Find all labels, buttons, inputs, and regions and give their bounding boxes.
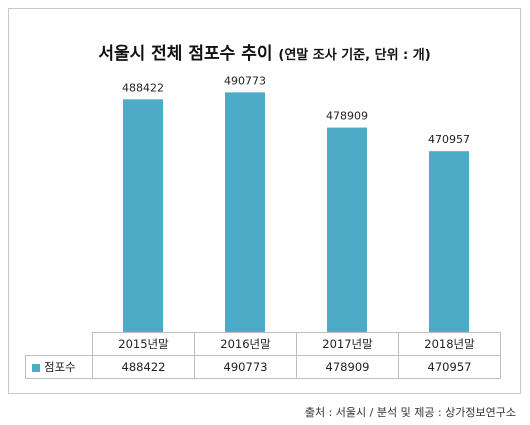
- table-header-cell: 2017년말: [296, 332, 399, 356]
- table-value-cell: 490773: [194, 355, 297, 379]
- bar-value-label: 488422: [122, 81, 164, 94]
- source-note: 출처 : 서울시 / 분석 및 제공 : 상가정보연구소: [304, 406, 516, 419]
- data-table-header-row: 2015년말 2016년말 2017년말 2018년말: [25, 332, 501, 356]
- table-corner-cell: [25, 332, 93, 356]
- bar-value-label: 478909: [326, 110, 368, 123]
- bar-chart-plot: 488422 490773 478909 470957: [122, 74, 470, 332]
- table-row-label: 점포수: [25, 355, 93, 379]
- data-table: 2015년말 2016년말 2017년말 2018년말 점포수 488422 4…: [25, 332, 501, 379]
- table-row-label-text: 점포수: [44, 360, 76, 374]
- chart-title-sub: (연말 조사 기준, 단위 : 개): [278, 48, 431, 63]
- chart-title-main: 서울시 전체 점포수 추이: [98, 44, 273, 64]
- chart-title: 서울시 전체 점포수 추이 (연말 조사 기준, 단위 : 개): [9, 39, 520, 64]
- bar: [327, 127, 367, 332]
- table-header-cell: 2015년말: [92, 332, 195, 356]
- bar-value-label: 490773: [224, 74, 266, 87]
- bar-value-label: 470957: [428, 133, 470, 146]
- table-value-cell: 478909: [296, 355, 399, 379]
- bar: [225, 92, 265, 332]
- table-value-cell: 470957: [398, 355, 501, 379]
- bar: [429, 151, 469, 332]
- data-table-value-row: 점포수 488422 490773 478909 470957: [25, 355, 501, 379]
- table-header-cell: 2016년말: [194, 332, 297, 356]
- legend-swatch: [32, 363, 40, 372]
- table-value-cell: 488422: [92, 355, 195, 379]
- bar: [123, 99, 163, 332]
- table-header-cell: 2018년말: [398, 332, 501, 356]
